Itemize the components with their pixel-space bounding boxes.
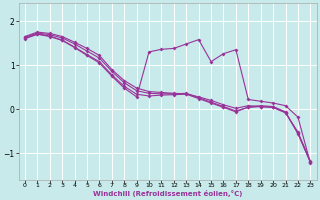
X-axis label: Windchill (Refroidissement éolien,°C): Windchill (Refroidissement éolien,°C) [93,190,242,197]
